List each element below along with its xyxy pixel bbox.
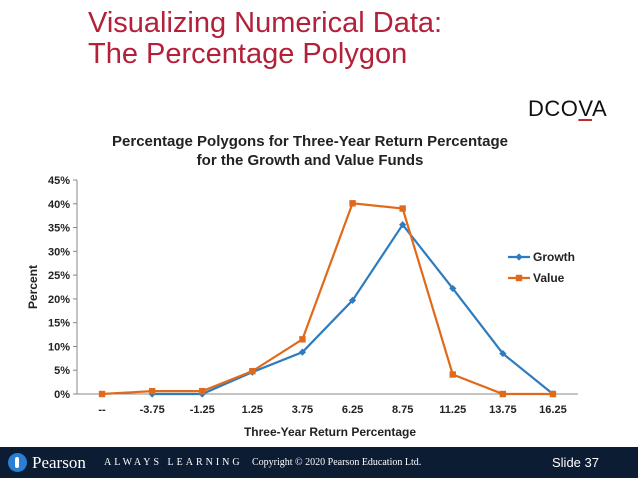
x-tick-label: -- [98,404,106,416]
legend: Growth Value [508,250,575,285]
data-point-value [299,336,306,343]
data-point-growth [499,349,507,358]
y-tick-label: 40% [48,199,70,211]
footer-brand: Pearson [32,453,86,472]
pearson-logo-icon [8,453,27,472]
footer-copyright: Copyright © 2020 Pearson Education Ltd. [252,457,422,468]
dcova-prefix: DCO [528,96,579,121]
dcova-suffix: A [591,96,608,121]
data-point-value [349,200,356,207]
y-tick-label: 5% [54,365,70,377]
series-line-value [101,202,553,396]
data-point-value [399,205,406,212]
chart-title-line-1: Percentage Polygons for Three-Year Retur… [112,133,508,150]
percentage-polygon-chart: Percentage Polygons for Three-Year Retur… [26,133,578,439]
y-tick-group: 0% 5% 10% 15% 20% 25% 30% 35% 40% 45% [48,175,77,401]
y-tick-label: 0% [54,389,70,401]
slide-title: Visualizing Numerical Data: The Percenta… [88,8,442,70]
slide-title-line-1: Visualizing Numerical Data: [88,7,443,39]
data-point-growth [449,284,457,293]
data-point-growth [399,221,407,229]
data-point-value [199,387,206,395]
data-point-value [148,387,156,395]
data-point-value [549,390,557,398]
y-tick-label: 45% [48,175,70,187]
footer-bar: Pearson ALWAYS LEARNING Copyright © 2020… [0,447,638,478]
slide-title-line-2: The Percentage Polygon [88,38,408,70]
dcova-highlight: V [578,96,592,121]
data-point-growth [348,296,357,304]
x-tick-label: 11.25 [439,404,466,416]
x-tick-label: -1.25 [190,404,215,416]
x-tick-label: -3.75 [140,404,165,416]
x-tick-label: 1.25 [242,404,263,416]
data-point-growth [298,348,307,356]
footer-tagline: ALWAYS LEARNING [104,457,243,468]
x-tick-label: 16.25 [539,404,567,416]
y-tick-label: 10% [48,341,70,353]
x-axis-label: Three-Year Return Percentage [244,425,416,439]
data-point-value [249,367,256,375]
data-point-value [98,390,106,398]
x-tick-label: 13.75 [489,404,517,416]
data-point-value [449,371,456,378]
y-axis-label: Percent [26,265,40,309]
series-layer [98,200,557,398]
y-tick-label: 25% [48,270,70,282]
legend-label-value: Value [533,271,565,285]
x-tick-label: 8.75 [392,404,413,416]
y-tick-label: 35% [48,223,70,235]
slide-number: Slide 37 [552,455,599,470]
y-tick-label: 20% [48,294,70,306]
legend-marker [515,253,523,261]
chart-title-line-2: for the Growth and Value Funds [197,152,424,169]
x-tick-label: 6.25 [342,404,363,416]
legend-marker [515,274,523,282]
dcova-tag: DCOVA [528,96,607,122]
x-tick-label: 3.75 [292,404,313,416]
x-tick-group: -- -3.75 -1.25 1.25 3.75 6.25 8.75 11.25 13.75 16… [98,404,566,416]
legend-label-growth: Growth [533,250,575,264]
y-tick-label: 15% [48,318,70,330]
series-line-growth [152,222,554,396]
y-tick-label: 30% [48,246,70,258]
data-point-value [499,390,507,398]
